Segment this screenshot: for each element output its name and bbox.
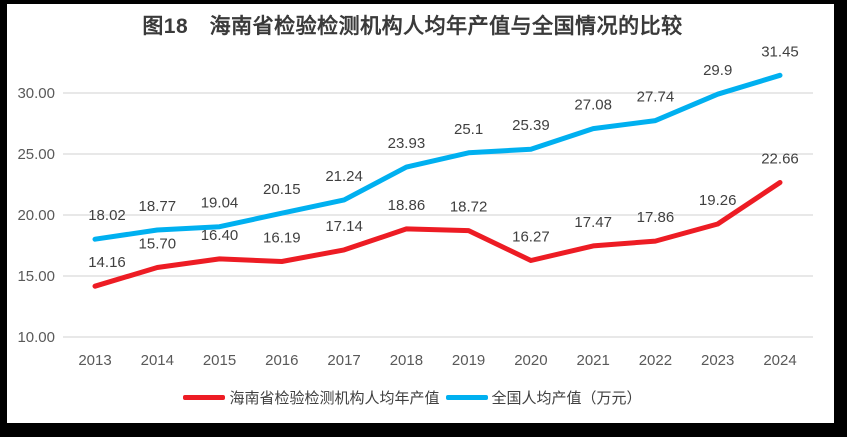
series-line bbox=[92, 72, 783, 242]
x-tick-label: 2022 bbox=[639, 352, 672, 369]
value-label: 27.08 bbox=[574, 97, 612, 114]
chart-title: 图18 海南省检验检测机构人均年产值与全国情况的比较 bbox=[142, 15, 683, 38]
legend-label-national: 全国人均产值（万元） bbox=[491, 390, 642, 407]
chart-plot-area: 10.00 15.00 20.00 25.00 30.00 2013 2014 2015 201… bbox=[17, 43, 813, 369]
value-label: 31.45 bbox=[761, 43, 799, 60]
value-label: 17.14 bbox=[325, 218, 363, 235]
value-label: 16.40 bbox=[201, 227, 239, 244]
value-label: 19.26 bbox=[699, 192, 737, 209]
value-label: 22.66 bbox=[761, 151, 799, 168]
x-tick-label: 2015 bbox=[203, 352, 236, 369]
value-label: 18.77 bbox=[139, 198, 177, 215]
x-tick-label: 2019 bbox=[452, 352, 485, 369]
value-label: 18.72 bbox=[450, 199, 488, 216]
y-tick-label: 20.00 bbox=[17, 207, 55, 224]
value-label: 18.02 bbox=[88, 207, 126, 224]
value-label: 25.39 bbox=[512, 117, 550, 134]
x-tick-label: 2023 bbox=[701, 352, 734, 369]
x-tick-label: 2018 bbox=[390, 352, 423, 369]
value-label: 29.9 bbox=[703, 62, 732, 79]
value-label: 16.27 bbox=[512, 229, 550, 246]
legend-item-national: 全国人均产值（万元） bbox=[445, 387, 642, 408]
legend-swatch bbox=[183, 395, 226, 400]
legend-label-hainan: 海南省检验检测机构人均年产值 bbox=[229, 390, 440, 407]
value-label: 15.70 bbox=[139, 236, 177, 253]
value-label: 25.1 bbox=[454, 121, 483, 138]
value-label: 16.19 bbox=[263, 230, 301, 247]
y-tick-label: 30.00 bbox=[17, 85, 55, 102]
value-label: 17.86 bbox=[637, 209, 675, 226]
x-tick-label: 2024 bbox=[763, 352, 796, 369]
value-label: 21.24 bbox=[325, 168, 363, 185]
x-tick-label: 2014 bbox=[141, 352, 174, 369]
value-label: 14.16 bbox=[88, 254, 126, 271]
chart-card: 图18 海南省检验检测机构人均年产值与全国情况的比较 10.00 15.00 20.… bbox=[7, 4, 834, 423]
value-label: 20.15 bbox=[263, 181, 301, 198]
x-tick-label: 2020 bbox=[514, 352, 547, 369]
legend-swatch bbox=[445, 395, 488, 400]
value-label: 27.74 bbox=[637, 89, 675, 106]
x-tick-label: 2021 bbox=[577, 352, 610, 369]
series-line bbox=[92, 180, 783, 289]
value-label: 18.86 bbox=[388, 197, 426, 214]
x-tick-label: 2016 bbox=[265, 352, 298, 369]
value-label: 17.47 bbox=[574, 214, 612, 231]
value-label: 23.93 bbox=[388, 135, 426, 152]
chart-legend: 海南省检验检测机构人均年产值 全国人均产值（万元） bbox=[7, 387, 818, 408]
y-tick-label: 25.00 bbox=[17, 146, 55, 163]
value-label: 19.04 bbox=[201, 195, 239, 212]
y-tick-label: 15.00 bbox=[17, 268, 55, 285]
x-tick-label: 2013 bbox=[78, 352, 111, 369]
x-tick-label: 2017 bbox=[327, 352, 360, 369]
y-tick-label: 10.00 bbox=[17, 329, 55, 346]
legend-item-hainan: 海南省检验检测机构人均年产值 bbox=[183, 387, 440, 408]
